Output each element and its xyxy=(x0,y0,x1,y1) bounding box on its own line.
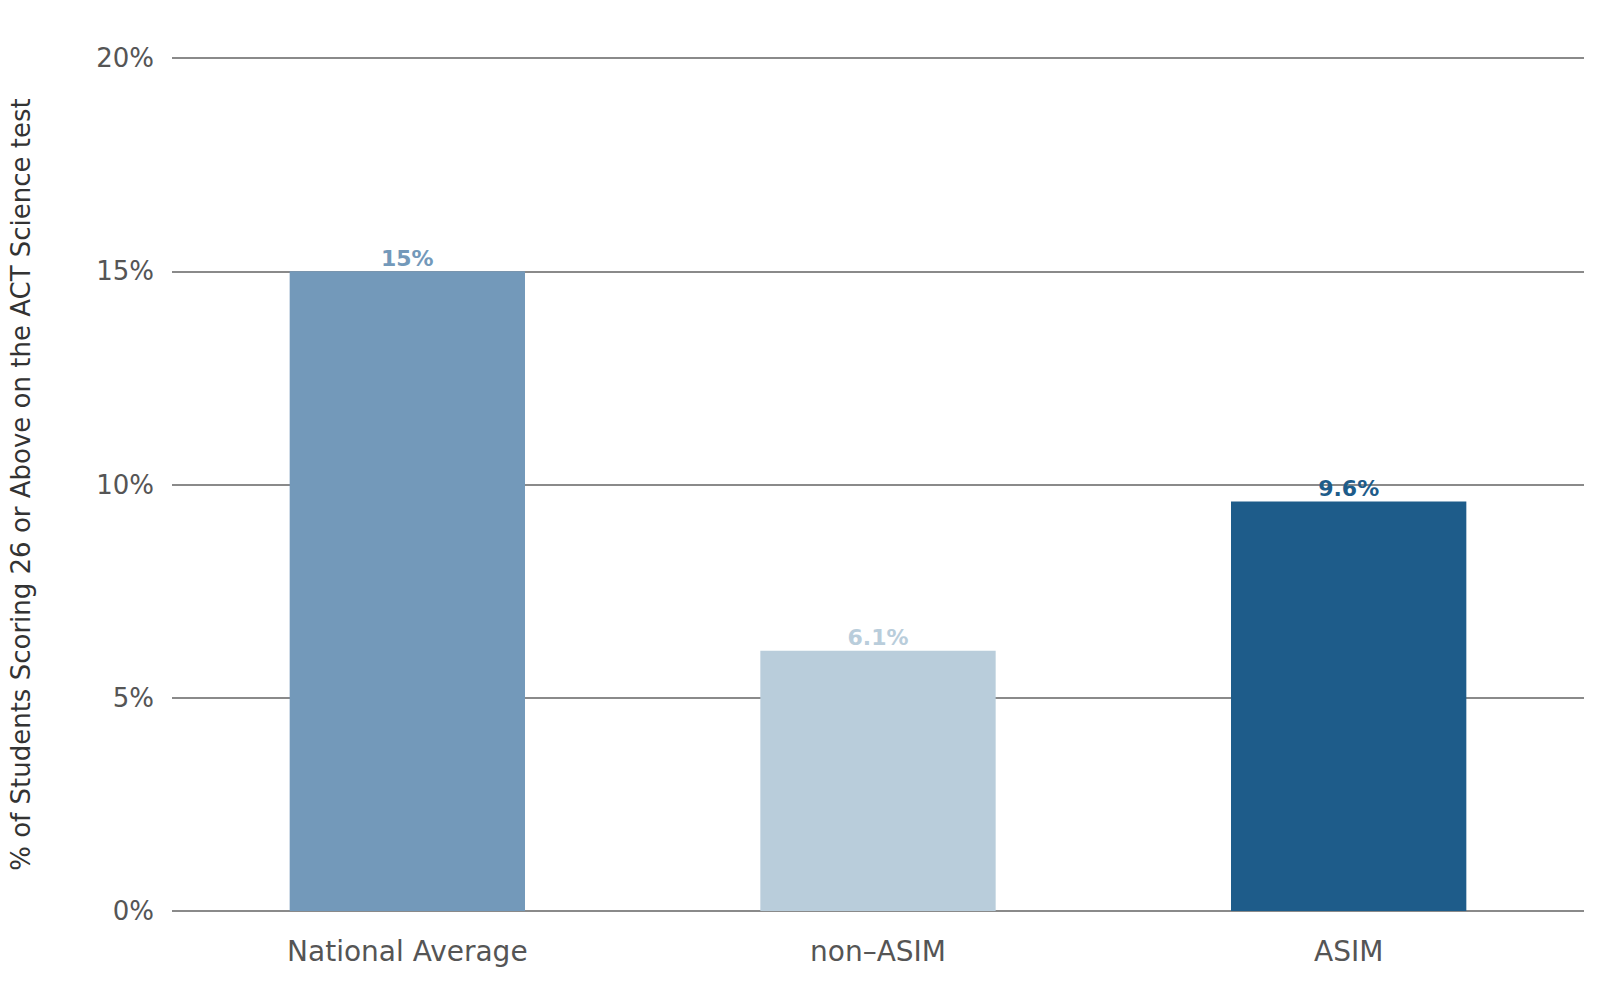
svg-text:non–ASIM: non–ASIM xyxy=(810,935,946,968)
svg-text:10%: 10% xyxy=(96,470,154,500)
svg-text:5%: 5% xyxy=(113,683,154,713)
svg-text:ASIM: ASIM xyxy=(1314,935,1383,968)
svg-text:0%: 0% xyxy=(113,896,154,926)
svg-text:National Average: National Average xyxy=(287,935,528,968)
svg-text:15%: 15% xyxy=(96,256,154,286)
svg-text:15%: 15% xyxy=(381,246,434,271)
svg-text:6.1%: 6.1% xyxy=(847,625,908,650)
svg-text:% of Students Scoring 26 or Ab: % of Students Scoring 26 or Above on the… xyxy=(6,98,36,871)
svg-text:9.6%: 9.6% xyxy=(1318,476,1379,501)
svg-text:20%: 20% xyxy=(96,43,154,73)
